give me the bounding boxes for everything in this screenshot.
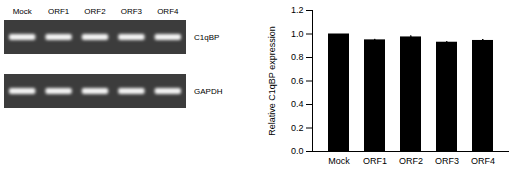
svg-text:GAPDH: GAPDH [194, 87, 223, 96]
svg-text:ORF3: ORF3 [121, 7, 143, 16]
svg-text:0.4: 0.4 [291, 99, 304, 109]
svg-text:1.0: 1.0 [291, 29, 304, 39]
svg-text:ORF2: ORF2 [84, 7, 106, 16]
svg-text:ORF4: ORF4 [471, 156, 495, 166]
svg-text:0.0: 0.0 [291, 146, 304, 156]
svg-text:0.6: 0.6 [291, 76, 304, 86]
svg-text:C1qBP: C1qBP [194, 33, 219, 42]
svg-text:ORF4: ORF4 [157, 7, 179, 16]
svg-text:0.8: 0.8 [291, 52, 304, 62]
svg-text:Mock: Mock [13, 7, 33, 16]
svg-text:1.2: 1.2 [291, 5, 304, 15]
svg-text:ORF2: ORF2 [399, 156, 423, 166]
svg-text:0.2: 0.2 [291, 123, 304, 133]
svg-text:ORF3: ORF3 [435, 156, 459, 166]
svg-text:Mock: Mock [328, 156, 350, 166]
svg-text:ORF1: ORF1 [48, 7, 70, 16]
svg-text:ORF1: ORF1 [363, 156, 387, 166]
svg-text:Relative C1qBP expression: Relative C1qBP expression [267, 26, 277, 135]
